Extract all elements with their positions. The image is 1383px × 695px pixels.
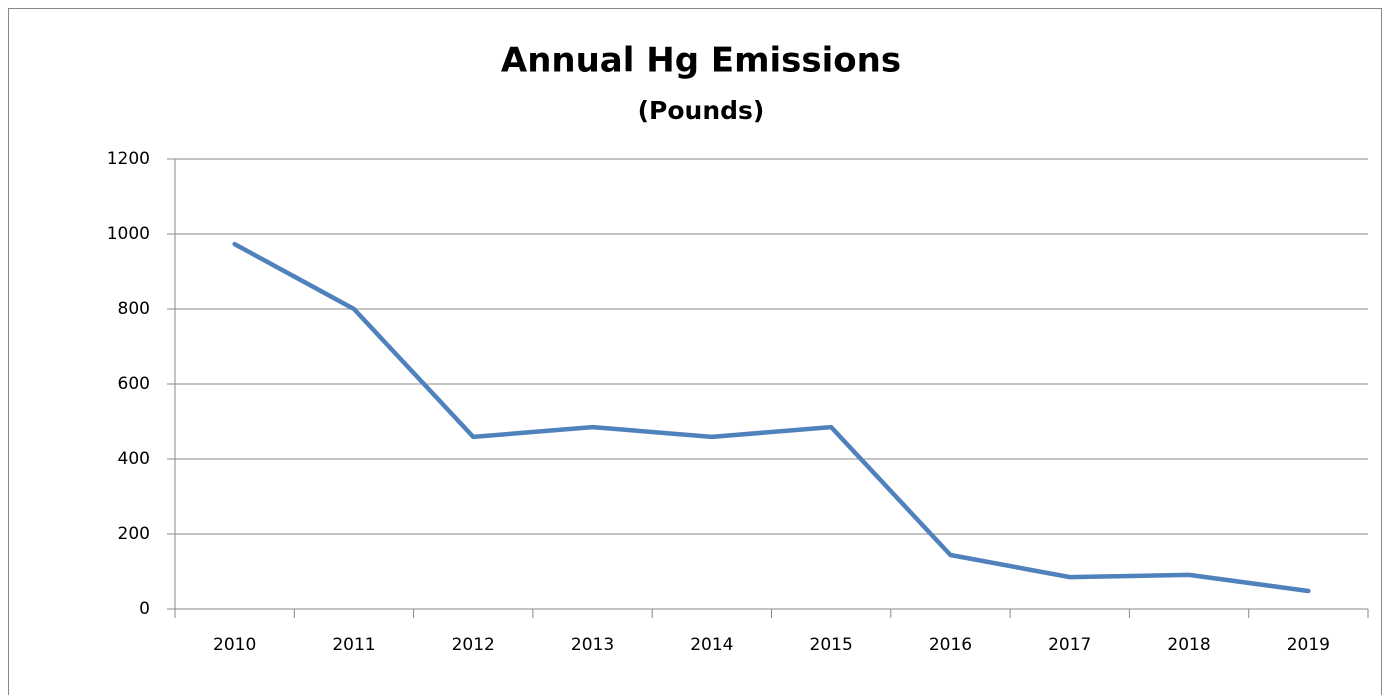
x-tick-label: 2012 — [452, 635, 495, 655]
chart-subtitle: (Pounds) — [638, 96, 765, 125]
x-tick-label: 2017 — [1048, 635, 1091, 655]
y-tick-label: 800 — [118, 299, 150, 319]
x-tick-label: 2014 — [690, 635, 733, 655]
x-tick-label: 2018 — [1167, 635, 1210, 655]
data-line — [232, 241, 1311, 594]
y-tick-label: 400 — [118, 449, 150, 469]
chart-frame — [8, 8, 1382, 695]
x-tick-label: 2015 — [810, 635, 853, 655]
y-tick-label: 1000 — [107, 224, 150, 244]
x-tick-label: 2016 — [929, 635, 972, 655]
x-tick-label: 2019 — [1287, 635, 1330, 655]
x-tick-label: 2013 — [571, 635, 614, 655]
y-tick-label: 200 — [118, 524, 150, 544]
x-tick-label: 2011 — [332, 635, 375, 655]
y-tick-label: 600 — [118, 374, 150, 394]
x-tick-label: 2010 — [213, 635, 256, 655]
y-tick-label: 1200 — [107, 149, 150, 169]
y-tick-label: 0 — [139, 599, 150, 619]
chart-title: Annual Hg Emissions — [501, 41, 901, 81]
